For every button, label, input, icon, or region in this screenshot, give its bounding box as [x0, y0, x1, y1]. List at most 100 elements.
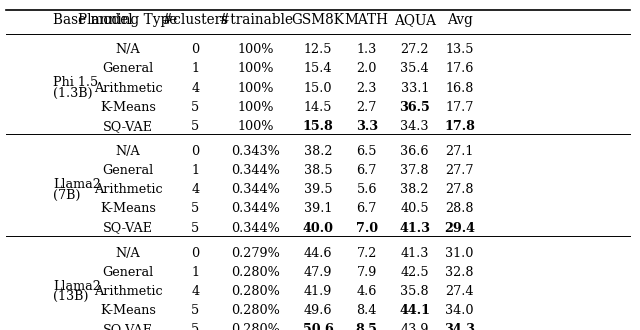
- Text: 5: 5: [191, 101, 199, 114]
- Text: 1: 1: [191, 266, 199, 279]
- Text: (1.3B): (1.3B): [53, 87, 93, 100]
- Text: 7.0: 7.0: [356, 221, 378, 235]
- Text: 38.2: 38.2: [304, 145, 332, 158]
- Text: 1.3: 1.3: [356, 43, 377, 56]
- Text: 4: 4: [191, 82, 199, 95]
- Text: 100%: 100%: [237, 120, 275, 133]
- Text: 0.280%: 0.280%: [232, 304, 280, 317]
- Text: Arithmetic: Arithmetic: [93, 285, 163, 298]
- Text: 5.6: 5.6: [356, 183, 377, 196]
- Text: 34.3: 34.3: [444, 323, 475, 330]
- Text: 43.9: 43.9: [401, 323, 429, 330]
- Text: 0.344%: 0.344%: [232, 183, 280, 196]
- Text: 0.343%: 0.343%: [232, 145, 280, 158]
- Text: 0.344%: 0.344%: [232, 221, 280, 235]
- Text: 14.5: 14.5: [304, 101, 332, 114]
- Text: 4.6: 4.6: [356, 285, 377, 298]
- Text: 29.4: 29.4: [444, 221, 475, 235]
- Text: 12.5: 12.5: [304, 43, 332, 56]
- Text: General: General: [102, 62, 154, 76]
- Text: 47.9: 47.9: [304, 266, 332, 279]
- Text: 5: 5: [191, 323, 199, 330]
- Text: 2.0: 2.0: [356, 62, 377, 76]
- Text: 7.2: 7.2: [356, 247, 377, 260]
- Text: 2.7: 2.7: [356, 101, 377, 114]
- Text: 49.6: 49.6: [304, 304, 332, 317]
- Text: 50.6: 50.6: [303, 323, 333, 330]
- Text: 13.5: 13.5: [445, 43, 474, 56]
- Text: 41.9: 41.9: [304, 285, 332, 298]
- Text: 16.8: 16.8: [445, 82, 474, 95]
- Text: N/A: N/A: [116, 43, 140, 56]
- Text: 7.9: 7.9: [356, 266, 377, 279]
- Text: 2.3: 2.3: [356, 82, 377, 95]
- Text: General: General: [102, 266, 154, 279]
- Text: 27.4: 27.4: [445, 285, 474, 298]
- Text: 0: 0: [191, 43, 199, 56]
- Text: 4: 4: [191, 183, 199, 196]
- Text: 8.5: 8.5: [356, 323, 378, 330]
- Text: 34.3: 34.3: [401, 120, 429, 133]
- Text: 1: 1: [191, 62, 199, 76]
- Text: 100%: 100%: [237, 62, 275, 76]
- Text: Phi 1.5: Phi 1.5: [53, 76, 99, 89]
- Text: 36.6: 36.6: [401, 145, 429, 158]
- Text: 5: 5: [191, 120, 199, 133]
- Text: 5: 5: [191, 202, 199, 215]
- Text: Base model: Base model: [53, 13, 133, 27]
- Text: SQ-VAE: SQ-VAE: [103, 120, 153, 133]
- Text: 38.5: 38.5: [304, 164, 332, 177]
- Text: SQ-VAE: SQ-VAE: [103, 221, 153, 235]
- Text: 39.1: 39.1: [304, 202, 332, 215]
- Text: N/A: N/A: [116, 247, 140, 260]
- Text: 0: 0: [191, 247, 199, 260]
- Text: 40.0: 40.0: [303, 221, 333, 235]
- Text: Avg: Avg: [447, 13, 472, 27]
- Text: 17.7: 17.7: [445, 101, 474, 114]
- Text: 38.2: 38.2: [401, 183, 429, 196]
- Text: 44.6: 44.6: [304, 247, 332, 260]
- Text: 27.1: 27.1: [445, 145, 474, 158]
- Text: (13B): (13B): [53, 290, 88, 303]
- Text: SQ-VAE: SQ-VAE: [103, 323, 153, 330]
- Text: 5: 5: [191, 221, 199, 235]
- Text: 100%: 100%: [237, 101, 275, 114]
- Text: General: General: [102, 164, 154, 177]
- Text: 8.4: 8.4: [356, 304, 377, 317]
- Text: MATH: MATH: [345, 13, 388, 27]
- Text: (7B): (7B): [53, 189, 81, 202]
- Text: 27.7: 27.7: [445, 164, 474, 177]
- Text: 100%: 100%: [237, 82, 275, 95]
- Text: 41.3: 41.3: [399, 221, 430, 235]
- Text: N/A: N/A: [116, 145, 140, 158]
- Text: #clusters: #clusters: [162, 13, 228, 27]
- Text: 15.0: 15.0: [304, 82, 332, 95]
- Text: 6.7: 6.7: [356, 202, 377, 215]
- Text: 0: 0: [191, 145, 199, 158]
- Text: Arithmetic: Arithmetic: [93, 183, 163, 196]
- Text: K-Means: K-Means: [100, 101, 156, 114]
- Text: 15.4: 15.4: [304, 62, 332, 76]
- Text: 35.8: 35.8: [401, 285, 429, 298]
- Text: 0.279%: 0.279%: [232, 247, 280, 260]
- Text: K-Means: K-Means: [100, 304, 156, 317]
- Text: 17.8: 17.8: [444, 120, 475, 133]
- Text: GSM8K: GSM8K: [292, 13, 344, 27]
- Text: 31.0: 31.0: [445, 247, 474, 260]
- Text: 33.1: 33.1: [401, 82, 429, 95]
- Text: 5: 5: [191, 304, 199, 317]
- Text: 4: 4: [191, 285, 199, 298]
- Text: 6.7: 6.7: [356, 164, 377, 177]
- Text: 41.3: 41.3: [401, 247, 429, 260]
- Text: 27.8: 27.8: [445, 183, 474, 196]
- Text: Llama2: Llama2: [53, 280, 101, 292]
- Text: 32.8: 32.8: [445, 266, 474, 279]
- Text: AQUA: AQUA: [394, 13, 436, 27]
- Text: K-Means: K-Means: [100, 202, 156, 215]
- Text: 100%: 100%: [237, 43, 275, 56]
- Text: 0.344%: 0.344%: [232, 164, 280, 177]
- Text: 34.0: 34.0: [445, 304, 474, 317]
- Text: Llama2: Llama2: [53, 178, 101, 191]
- Text: 37.8: 37.8: [401, 164, 429, 177]
- Text: 27.2: 27.2: [401, 43, 429, 56]
